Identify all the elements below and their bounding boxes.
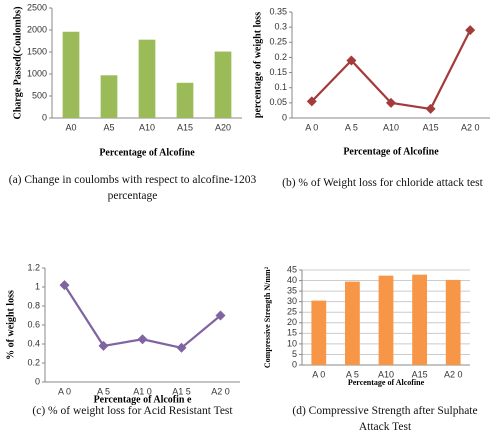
bar xyxy=(100,75,118,118)
x-tick-label: A15 xyxy=(423,122,439,132)
y-tick-label: 0 xyxy=(282,112,287,122)
x-tick-label: A 0 xyxy=(58,386,71,396)
line xyxy=(311,29,472,111)
x-tick-label: A 5 xyxy=(97,386,110,396)
bar xyxy=(138,39,156,118)
marker xyxy=(59,280,70,291)
bar xyxy=(176,82,194,118)
y-axis-label: percentage of weight loss xyxy=(252,12,263,118)
y-tick-label: 2500 xyxy=(27,2,47,12)
y-tick-label: 0.35 xyxy=(269,6,287,16)
bar xyxy=(311,300,327,365)
x-tick-label: A 0 xyxy=(305,122,318,132)
marker xyxy=(306,96,317,107)
caption: (a) Change in coulombs with respect to a… xyxy=(8,174,257,202)
x-tick-label: A2 0 xyxy=(461,122,480,132)
marker xyxy=(176,342,187,353)
y-tick-label: 0.25 xyxy=(269,37,287,47)
bar xyxy=(412,274,427,365)
marker xyxy=(346,55,357,66)
x-tick-label: A1 5 xyxy=(172,386,191,396)
y-tick-label: 0.05 xyxy=(269,97,287,107)
y-tick-label: 2000 xyxy=(27,24,47,34)
y-tick-label: 10 xyxy=(287,338,297,348)
marker xyxy=(465,25,476,36)
y-tick-label: 0.15 xyxy=(269,67,287,77)
y-axis-label: % of weight loss xyxy=(5,290,16,360)
x-tick-label: A 5 xyxy=(346,369,359,379)
y-tick-label: 5 xyxy=(292,349,297,359)
y-axis-label: Charge Passed(Coulombs) xyxy=(12,6,23,119)
y-tick-label: 45 xyxy=(287,264,297,274)
y-tick-label: 15 xyxy=(287,328,297,338)
y-tick-label: 20 xyxy=(287,317,297,327)
y-tick-label: 1000 xyxy=(27,68,47,78)
marker xyxy=(386,97,396,108)
bar xyxy=(445,279,461,365)
y-tick-label: 0.3 xyxy=(274,22,287,32)
bar xyxy=(378,275,394,365)
y-tick-label: 25 xyxy=(287,307,297,317)
y-tick-label: 0.8 xyxy=(27,300,40,310)
y-tick-label: 0 xyxy=(42,112,47,122)
y-axis-label: Compressive Strength N/mm² xyxy=(263,266,272,368)
x-tick-label: A15 xyxy=(412,369,428,379)
caption: (d) Compressive Strength after Sulphate … xyxy=(292,405,478,433)
x-tick-label: A0 xyxy=(65,122,76,132)
y-tick-label: 0.4 xyxy=(27,338,40,348)
y-tick-label: 0.2 xyxy=(274,52,287,62)
y-tick-label: 500 xyxy=(32,90,47,100)
x-tick-label: A5 xyxy=(103,122,114,132)
bar xyxy=(345,281,360,365)
marker xyxy=(137,334,148,345)
x-tick-label: A10 xyxy=(378,369,394,379)
marker xyxy=(98,340,109,351)
marker xyxy=(215,310,226,321)
x-tick-label: A2 0 xyxy=(444,369,463,379)
x-tick-label: A10 xyxy=(139,122,155,132)
y-tick-label: 0 xyxy=(292,359,297,369)
y-tick-label: 1 xyxy=(35,281,40,291)
caption: (b) % of Weight loss for chloride attack… xyxy=(282,177,483,189)
x-tick-label: A 0 xyxy=(312,369,325,379)
caption: (c) % of weight loss for Acid Resistant … xyxy=(32,405,233,417)
x-tick-label: A 5 xyxy=(345,122,358,132)
y-tick-label: 30 xyxy=(287,296,297,306)
y-tick-label: 1.2 xyxy=(27,262,40,272)
bar xyxy=(62,31,80,118)
y-tick-label: 1500 xyxy=(27,46,47,56)
y-tick-label: 40 xyxy=(287,275,297,285)
y-tick-label: 0 xyxy=(35,376,40,386)
y-tick-label: 0.6 xyxy=(27,319,40,329)
x-axis-label: Percentage of Alcofin e xyxy=(94,394,192,405)
x-tick-label: A20 xyxy=(215,122,231,132)
x-axis-label: Percentage of Alcofine xyxy=(99,147,195,158)
x-tick-label: A2 0 xyxy=(211,386,230,396)
y-tick-label: 0.2 xyxy=(27,357,40,367)
y-tick-label: 35 xyxy=(287,285,297,295)
x-tick-label: A10 xyxy=(383,122,399,132)
marker xyxy=(425,103,436,114)
bar xyxy=(214,51,232,119)
x-axis-label: Percentage of Alcofine xyxy=(343,146,439,157)
x-tick-label: A1 0 xyxy=(133,386,152,396)
x-axis-label: Percentage of Alcofine xyxy=(348,378,425,387)
x-tick-label: A15 xyxy=(177,122,193,132)
y-tick-label: 0.1 xyxy=(274,82,287,92)
